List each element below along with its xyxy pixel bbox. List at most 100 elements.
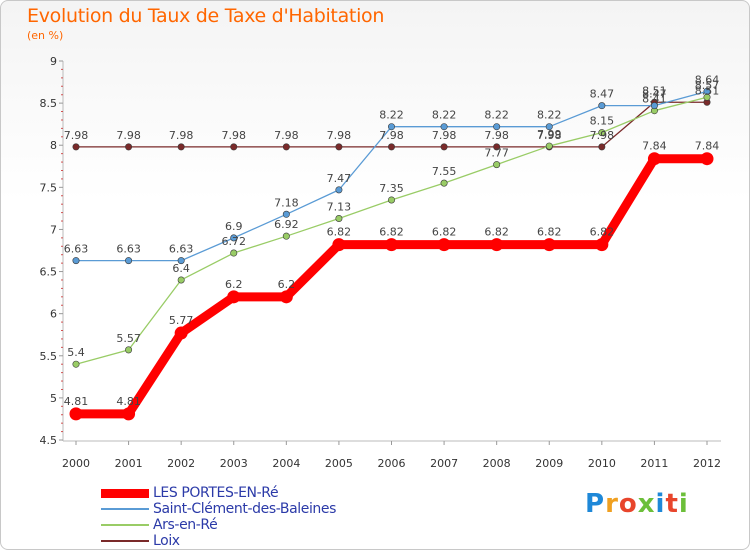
data-point-saint-cl-ment-des-baleines[interactable] [545,123,553,131]
data-label-saint-cl-ment-des-baleines: 8.22 [484,109,509,122]
x-tick-label: 2005 [325,457,353,470]
x-tick-label: 2004 [272,457,300,470]
data-label-les-portes-en-r: 6.82 [432,226,457,239]
data-point-saint-cl-ment-des-baleines[interactable] [650,102,658,110]
data-label-saint-cl-ment-des-baleines: 7.18 [274,196,299,209]
data-label-ars-en-r: 8.15 [590,115,615,128]
data-label-loix: 7.98 [379,129,404,142]
logo-letter: x [637,489,656,519]
data-label-les-portes-en-r: 6.82 [590,226,615,239]
data-point-les-portes-en-r[interactable] [437,238,451,252]
data-label-loix: 7.98 [327,129,352,142]
y-tick-label: 6 [50,308,57,321]
data-point-saint-cl-ment-des-baleines[interactable] [125,257,133,265]
data-label-saint-cl-ment-des-baleines: 6.63 [64,243,89,256]
data-label-loix: 7.98 [64,129,89,142]
data-point-loix[interactable] [493,143,501,151]
data-label-loix: 8.51 [695,84,720,97]
legend-swatch-saint-clement [101,508,149,510]
data-point-les-portes-en-r[interactable] [542,238,556,252]
data-point-ars-en-r[interactable] [493,161,501,169]
axes: 4.5 5 5.5 6 6.5 7 7.5 8 8.5 9 2000 2001 2002 2003 2004… [40,55,721,470]
data-label-les-portes-en-r: 4.81 [64,395,89,408]
logo-letter: o [618,489,638,519]
logo-letter: r [605,489,619,519]
data-point-ars-en-r[interactable] [598,129,606,137]
data-label-les-portes-en-r: 6.2 [278,278,296,291]
data-label-ars-en-r: 6.4 [172,262,190,275]
legend-swatch-les-portes [101,489,149,498]
data-point-les-portes-en-r[interactable] [174,326,188,340]
data-point-ars-en-r[interactable] [282,232,290,240]
proxiti-logo: Proxiti [585,489,689,519]
x-tick-label: 2002 [167,457,195,470]
data-point-les-portes-en-r[interactable] [332,238,346,252]
data-point-les-portes-en-r[interactable] [490,238,504,252]
data-point-ars-en-r[interactable] [72,360,80,368]
data-point-loix[interactable] [598,143,606,151]
data-point-les-portes-en-r[interactable] [227,290,241,304]
data-point-saint-cl-ment-des-baleines[interactable] [703,87,711,95]
data-label-saint-cl-ment-des-baleines: 8.22 [537,109,562,122]
data-point-saint-cl-ment-des-baleines[interactable] [230,234,238,242]
x-tick-label: 2001 [115,457,143,470]
data-point-loix[interactable] [282,143,290,151]
data-point-ars-en-r[interactable] [177,276,185,284]
y-tick-label: 5 [50,392,57,405]
data-point-les-portes-en-r[interactable] [595,238,609,252]
x-tick-label: 2007 [430,457,458,470]
data-point-saint-cl-ment-des-baleines[interactable] [72,257,80,265]
data-point-saint-cl-ment-des-baleines[interactable] [440,123,448,131]
data-point-ars-en-r[interactable] [440,179,448,187]
legend-label-ars-en-re: Ars-en-Ré [153,517,218,533]
data-point-saint-cl-ment-des-baleines[interactable] [387,123,395,131]
data-point-les-portes-en-r[interactable] [647,152,661,166]
data-label-ars-en-r: 6.92 [274,218,299,231]
data-point-les-portes-en-r[interactable] [279,290,293,304]
data-point-les-portes-en-r[interactable] [69,407,83,421]
data-point-saint-cl-ment-des-baleines[interactable] [335,186,343,194]
data-point-ars-en-r[interactable] [335,214,343,222]
data-labels: 7.98 7.98 7.98 7.98 7.98 7.98 7.98 7.98 7.98 7.98… [64,73,720,408]
data-point-les-portes-en-r[interactable] [385,238,398,252]
data-label-saint-cl-ment-des-baleines: 7.47 [327,172,352,185]
data-label-loix: 7.98 [222,129,247,142]
data-label-les-portes-en-r: 6.82 [484,226,509,239]
y-tick-label: 6.5 [40,266,58,279]
data-point-loix[interactable] [387,143,395,151]
data-point-les-portes-en-r[interactable] [700,152,714,166]
data-point-ars-en-r[interactable] [387,196,395,204]
data-label-saint-cl-ment-des-baleines: 8.22 [379,109,404,122]
logo-letter: t [665,489,679,519]
data-label-loix: 7.98 [590,129,615,142]
y-tick-label: 7.5 [40,181,58,194]
data-point-saint-cl-ment-des-baleines[interactable] [493,123,501,131]
data-point-saint-cl-ment-des-baleines[interactable] [598,102,606,110]
data-point-loix[interactable] [230,143,238,151]
data-label-ars-en-r: 7.99 [537,128,562,141]
data-label-les-portes-en-r: 7.84 [695,140,720,153]
legend-label-les-portes: LES PORTES-EN-Ré [153,485,279,501]
data-point-ars-en-r[interactable] [125,346,133,354]
data-point-ars-en-r[interactable] [230,249,238,257]
data-point-loix[interactable] [72,143,80,151]
data-point-saint-cl-ment-des-baleines[interactable] [282,210,290,218]
data-point-loix[interactable] [177,143,185,151]
data-label-les-portes-en-r: 6.2 [225,278,243,291]
data-label-loix: 8.51 [642,84,667,97]
logo-letter: i [655,489,666,519]
data-point-ars-en-r[interactable] [545,142,553,150]
chart-subtitle: (en %) [27,29,64,42]
data-point-saint-cl-ment-des-baleines[interactable] [177,257,185,265]
data-label-ars-en-r: 7.55 [432,165,457,178]
data-point-loix[interactable] [125,143,133,151]
data-label-saint-cl-ment-des-baleines: 6.63 [169,243,194,256]
y-tick-label: 9 [50,55,57,68]
legend-label-loix: Loix [153,533,180,549]
data-label-loix: 7.98 [116,129,141,142]
data-label-saint-cl-ment-des-baleines: 8.64 [695,73,720,86]
data-point-loix[interactable] [440,143,448,151]
data-point-les-portes-en-r[interactable] [122,407,136,421]
data-point-loix[interactable] [335,143,343,151]
